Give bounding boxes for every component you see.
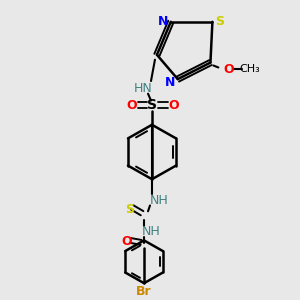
Text: N: N — [165, 76, 175, 88]
Text: O: O — [121, 235, 131, 248]
Text: O: O — [223, 63, 234, 76]
Text: N: N — [158, 15, 168, 28]
Text: S: S — [215, 15, 224, 28]
Text: HN: HN — [134, 82, 152, 95]
Text: O: O — [169, 99, 179, 112]
Text: O: O — [127, 99, 137, 112]
Text: S: S — [147, 98, 157, 112]
Text: Br: Br — [136, 285, 152, 298]
Text: NH: NH — [142, 225, 160, 238]
Text: NH: NH — [149, 194, 168, 207]
Text: S: S — [125, 203, 134, 216]
Text: CH₃: CH₃ — [240, 64, 260, 74]
